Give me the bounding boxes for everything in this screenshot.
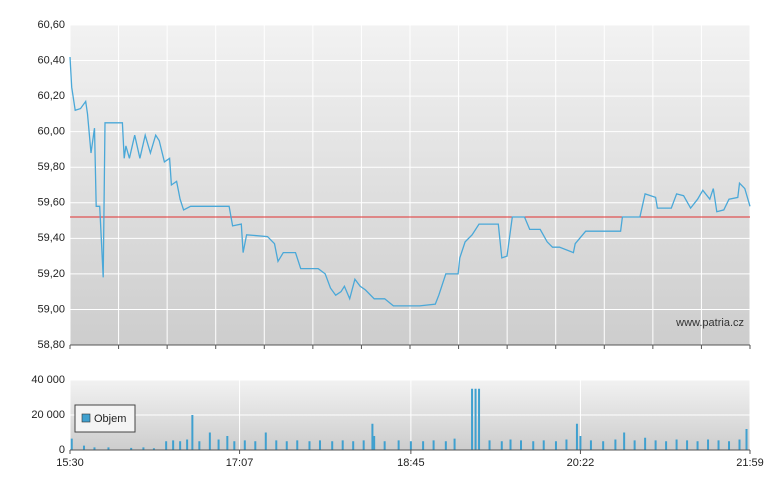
- volume-bar: [373, 436, 376, 450]
- volume-bar: [520, 440, 523, 450]
- volume-bar: [707, 439, 710, 450]
- volume-bar: [532, 441, 535, 450]
- volume-bar: [191, 415, 194, 450]
- volume-bar: [509, 439, 512, 450]
- legend-swatch: [81, 413, 91, 423]
- volume-bar: [474, 388, 477, 450]
- volume-bar: [579, 436, 582, 450]
- volume-bar: [93, 447, 96, 450]
- volume-bar: [243, 440, 246, 450]
- volume-bar: [165, 441, 168, 450]
- volume-bar: [318, 440, 321, 450]
- volume-bar: [233, 441, 236, 450]
- volume-bar: [264, 432, 267, 450]
- volume-bar: [686, 440, 689, 450]
- volume-bar: [488, 440, 491, 450]
- x-tick-label: 18:45: [397, 457, 425, 469]
- volume-bar: [208, 432, 211, 450]
- volume-bar: [589, 440, 592, 450]
- volume-bar: [432, 440, 435, 450]
- y-tick-label: 40 000: [31, 374, 65, 386]
- volume-bar: [130, 447, 133, 450]
- volume-bar: [107, 447, 110, 450]
- volume-bar: [738, 439, 741, 450]
- volume-bar: [409, 441, 412, 450]
- x-tick-label: 17:07: [226, 457, 254, 469]
- volume-bar: [198, 441, 201, 450]
- y-tick-label: 59,40: [37, 232, 65, 244]
- y-tick-label: 60,00: [37, 126, 65, 138]
- volume-bar: [745, 429, 748, 450]
- volume-bar: [82, 445, 85, 450]
- volume-bar: [478, 388, 481, 450]
- volume-bar: [397, 440, 400, 450]
- x-tick-label: 20:22: [567, 457, 595, 469]
- volume-bar: [728, 441, 731, 450]
- volume-bar: [614, 439, 617, 450]
- volume-bar: [696, 441, 699, 450]
- volume-bar: [675, 439, 678, 450]
- volume-bar: [70, 438, 73, 450]
- source-label: www.patria.cz: [675, 317, 744, 329]
- price-line: [69, 56, 751, 307]
- y-tick-label: 60,60: [37, 19, 65, 31]
- volume-bar: [453, 438, 456, 450]
- volume-bar: [654, 440, 657, 450]
- y-tick-label: 60,40: [37, 54, 65, 66]
- volume-bar: [644, 437, 647, 450]
- volume-bar: [172, 440, 175, 450]
- volume-bar: [331, 441, 334, 450]
- volume-bar: [422, 441, 425, 450]
- legend-label: Objem: [94, 413, 126, 425]
- y-tick-label: 0: [59, 444, 65, 456]
- volume-bar: [152, 448, 155, 450]
- volume-bar: [275, 440, 278, 450]
- volume-bar: [623, 432, 626, 450]
- volume-bar: [575, 423, 578, 450]
- volume-bar: [352, 441, 355, 450]
- volume-bar: [371, 423, 374, 450]
- volume-bar: [633, 440, 636, 450]
- volume-bar: [186, 439, 189, 450]
- volume-bar: [383, 441, 386, 450]
- y-tick-label: 59,20: [37, 268, 65, 280]
- y-tick-label: 20 000: [31, 409, 65, 421]
- volume-bar: [665, 441, 668, 450]
- volume-bar: [362, 440, 365, 450]
- x-tick-label: 21:59: [736, 457, 764, 469]
- volume-bar: [179, 441, 182, 450]
- volume-bar: [602, 441, 605, 450]
- volume-bar: [217, 439, 220, 450]
- y-tick-label: 59,80: [37, 161, 65, 173]
- volume-bar: [285, 441, 288, 450]
- y-tick-label: 59,60: [37, 197, 65, 209]
- volume-bar: [554, 441, 557, 450]
- volume-bar: [565, 439, 568, 450]
- volume-bar: [500, 441, 503, 450]
- volume-bar: [471, 388, 474, 450]
- y-tick-label: 60,20: [37, 90, 65, 102]
- volume-bar: [226, 436, 229, 450]
- volume-bar: [308, 441, 311, 450]
- volume-bar: [542, 440, 545, 450]
- y-tick-label: 58,80: [37, 339, 65, 351]
- volume-bar: [296, 440, 299, 450]
- volume-bar: [142, 447, 145, 450]
- volume-bar: [341, 440, 344, 450]
- volume-bar: [444, 441, 447, 450]
- y-tick-label: 59,00: [37, 303, 65, 315]
- volume-bar: [717, 440, 720, 450]
- x-tick-label: 15:30: [56, 457, 84, 469]
- volume-bar: [254, 441, 257, 450]
